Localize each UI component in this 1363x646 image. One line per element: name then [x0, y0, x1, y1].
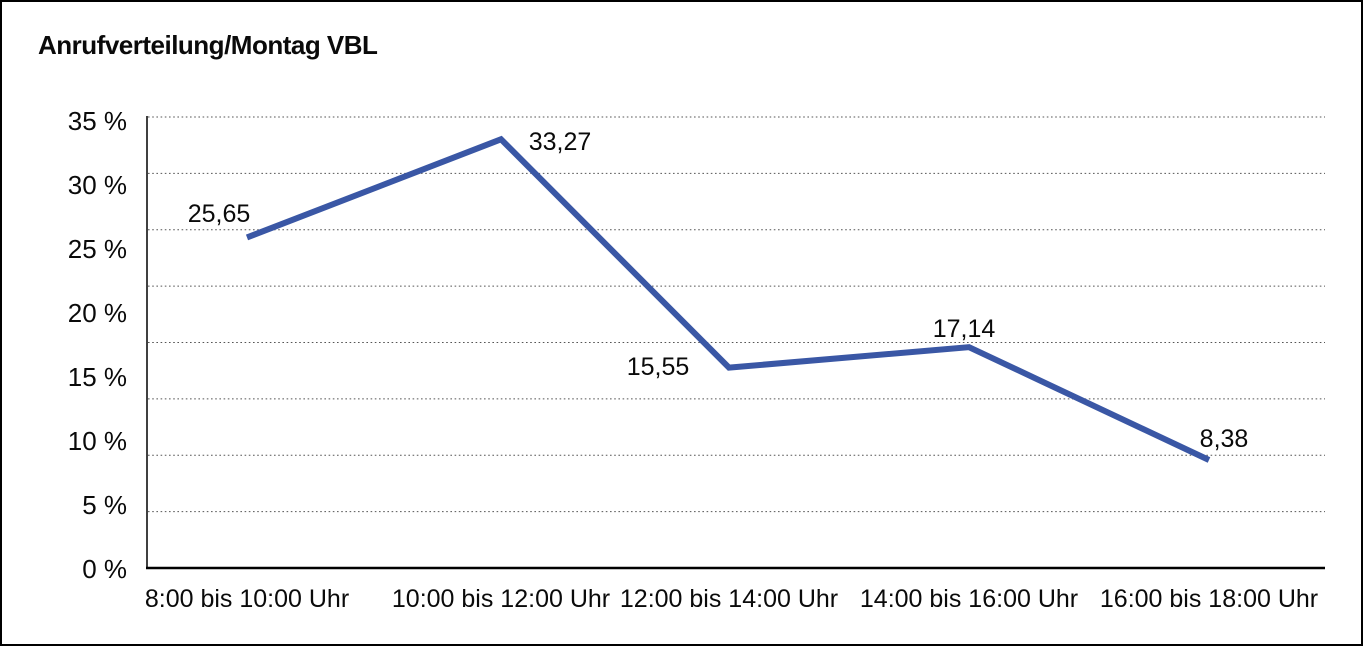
y-axis-tick-label: 10 %: [67, 426, 127, 456]
data-series-line: [245, 135, 1211, 463]
x-axis-category-label: 8:00 bis 10:00 Uhr: [144, 585, 350, 613]
y-axis-tick-label: 5 %: [82, 490, 127, 520]
y-axis-tick-label: 25 %: [67, 234, 127, 264]
data-point-value-label: 15,55: [626, 352, 690, 381]
y-axis-tick-label: 20 %: [67, 298, 127, 328]
x-axis-category-label: 10:00 bis 12:00 Uhr: [391, 585, 611, 613]
chart-title: Anrufverteilung/Montag VBL: [38, 30, 378, 60]
y-axis-tick-label: 0 %: [82, 554, 127, 584]
data-point-value-label: 8,38: [1199, 425, 1249, 454]
x-axis-category-label: 16:00 bis 18:00 Uhr: [1099, 585, 1319, 613]
y-axis-tick-label: 15 %: [67, 362, 127, 392]
y-axis-tick-label: 35 %: [67, 106, 127, 136]
data-point-value-label: 25,65: [187, 200, 251, 229]
x-axis-category-label: 12:00 bis 14:00 Uhr: [619, 585, 839, 613]
data-point-value-label: 17,14: [932, 315, 996, 344]
data-point-value-label: 33,27: [528, 128, 592, 157]
y-axis-tick-label: 30 %: [67, 170, 127, 200]
x-axis-category-label: 14:00 bis 16:00 Uhr: [859, 585, 1079, 613]
